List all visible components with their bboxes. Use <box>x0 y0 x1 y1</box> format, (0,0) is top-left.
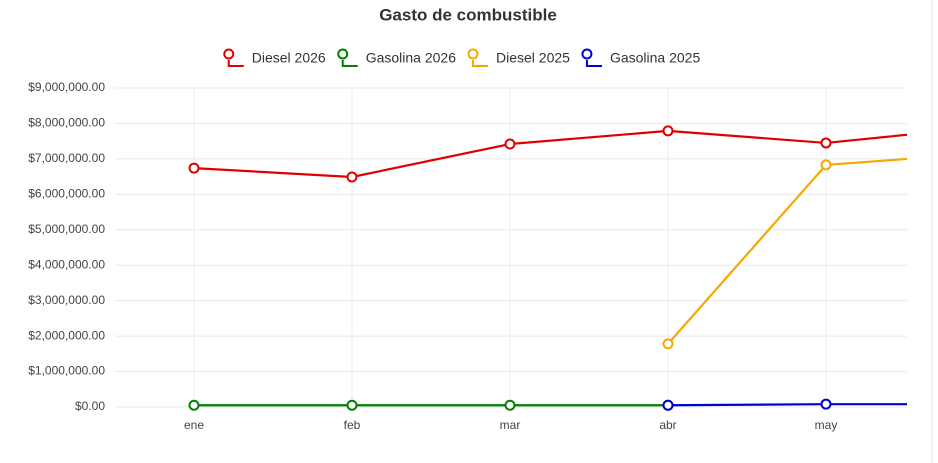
point <box>346 399 358 411</box>
legend-icon <box>227 60 244 67</box>
legend-marker <box>467 48 479 60</box>
series-line <box>667 403 907 407</box>
y-tick-label: $5,000,000.00 <box>28 222 105 236</box>
y-tick-label: $7,000,000.00 <box>28 151 105 165</box>
legend-icon <box>472 60 488 67</box>
point <box>820 137 832 149</box>
x-tick-label: ene <box>184 418 204 432</box>
point <box>662 338 674 350</box>
legend-label: Diesel 2026 <box>252 50 326 66</box>
y-tick-label: $0.00 <box>75 399 105 413</box>
legend-icon <box>341 60 358 67</box>
legend-marker <box>581 48 593 60</box>
legend-item[interactable]: Gasolina 2026 <box>337 48 457 67</box>
legend-label: Diesel 2025 <box>496 50 570 66</box>
point <box>820 398 832 410</box>
point <box>662 399 674 411</box>
y-tick-label: $9,000,000.00 <box>28 80 105 94</box>
point <box>188 162 200 174</box>
legend: Diesel 2026 Gasolina 2026 Diesel 2025 Gasol… <box>223 48 701 67</box>
y-tick-label: $1,000,000.00 <box>28 364 105 378</box>
y-tick-label: $3,000,000.00 <box>28 293 105 307</box>
legend-icon <box>585 60 602 67</box>
legend-label: Gasolina 2026 <box>366 50 457 66</box>
point <box>346 171 358 183</box>
x-tick-label: feb <box>344 418 361 432</box>
legend-item[interactable]: Gasolina 2025 <box>581 48 701 67</box>
x-tick-label: may <box>815 418 838 432</box>
grid: $0.00 $1,000,000.00 $2,000,000.00 $3,000,00… <box>28 80 907 432</box>
point <box>504 399 516 411</box>
legend-label: Gasolina 2025 <box>610 50 701 66</box>
legend-item[interactable]: Diesel 2026 <box>223 48 326 67</box>
point <box>188 399 200 411</box>
legend-marker <box>223 48 235 60</box>
point <box>504 138 516 150</box>
plot-area <box>188 125 907 411</box>
legend-marker <box>337 48 349 60</box>
series-line <box>193 129 907 179</box>
y-tick-label: $6,000,000.00 <box>28 187 105 201</box>
chart-title: Gasto de combustible <box>379 5 557 24</box>
series-line <box>667 157 907 345</box>
y-tick-label: $2,000,000.00 <box>28 328 105 342</box>
y-tick-label: $8,000,000.00 <box>28 116 105 130</box>
point <box>662 125 674 137</box>
x-tick-label: abr <box>659 418 676 432</box>
point <box>820 159 832 171</box>
legend-item[interactable]: Diesel 2025 <box>467 48 571 67</box>
x-tick-label: mar <box>500 418 521 432</box>
y-tick-label: $4,000,000.00 <box>28 257 105 271</box>
